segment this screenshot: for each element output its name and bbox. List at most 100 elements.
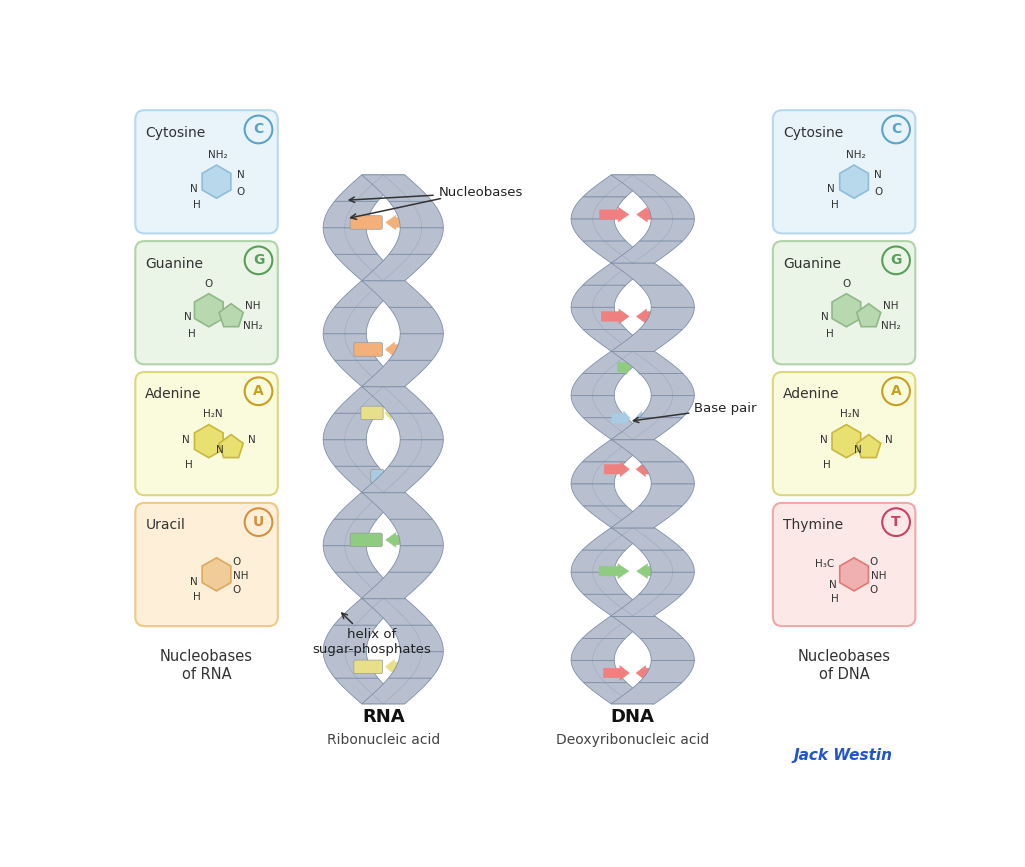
Polygon shape bbox=[390, 519, 443, 546]
Polygon shape bbox=[195, 294, 223, 327]
Polygon shape bbox=[611, 175, 683, 197]
Text: G: G bbox=[891, 253, 902, 267]
Text: N: N bbox=[216, 445, 224, 454]
Polygon shape bbox=[571, 572, 626, 595]
Polygon shape bbox=[610, 506, 682, 528]
Polygon shape bbox=[390, 307, 443, 334]
Polygon shape bbox=[832, 294, 861, 327]
Polygon shape bbox=[571, 197, 626, 219]
FancyArrow shape bbox=[385, 406, 404, 420]
FancyArrow shape bbox=[385, 342, 411, 357]
Polygon shape bbox=[571, 219, 626, 241]
Polygon shape bbox=[361, 572, 432, 599]
FancyBboxPatch shape bbox=[371, 470, 384, 483]
Polygon shape bbox=[388, 201, 443, 228]
Text: N: N bbox=[821, 312, 829, 323]
Polygon shape bbox=[335, 361, 405, 387]
Polygon shape bbox=[640, 219, 694, 241]
Polygon shape bbox=[362, 175, 433, 201]
Polygon shape bbox=[582, 264, 654, 285]
Text: N: N bbox=[874, 171, 883, 180]
Polygon shape bbox=[362, 492, 433, 519]
Polygon shape bbox=[363, 599, 433, 625]
FancyBboxPatch shape bbox=[135, 110, 278, 233]
Polygon shape bbox=[323, 652, 378, 678]
FancyBboxPatch shape bbox=[773, 503, 915, 626]
Text: T: T bbox=[892, 515, 901, 529]
Text: RNA: RNA bbox=[362, 707, 405, 726]
Text: NH₂: NH₂ bbox=[846, 150, 865, 160]
Text: Nucleobases
of RNA: Nucleobases of RNA bbox=[160, 649, 253, 681]
Text: H: H bbox=[186, 460, 193, 470]
Polygon shape bbox=[612, 440, 683, 462]
Polygon shape bbox=[640, 285, 694, 307]
FancyBboxPatch shape bbox=[351, 216, 382, 229]
Text: H: H bbox=[823, 460, 830, 470]
Polygon shape bbox=[640, 462, 694, 484]
Text: H: H bbox=[189, 329, 196, 339]
Text: H₂N: H₂N bbox=[840, 409, 860, 419]
FancyArrow shape bbox=[634, 360, 648, 375]
Polygon shape bbox=[388, 228, 443, 254]
Text: O: O bbox=[232, 557, 240, 567]
Polygon shape bbox=[323, 201, 377, 228]
Polygon shape bbox=[611, 418, 683, 440]
Circle shape bbox=[245, 246, 273, 274]
Polygon shape bbox=[641, 638, 694, 661]
Polygon shape bbox=[610, 595, 682, 616]
Text: N: N bbox=[854, 445, 862, 454]
Polygon shape bbox=[640, 307, 694, 329]
Text: O: O bbox=[869, 584, 877, 595]
FancyBboxPatch shape bbox=[773, 110, 915, 233]
Text: N: N bbox=[237, 171, 245, 180]
Text: Nucleobases
of DNA: Nucleobases of DNA bbox=[797, 649, 891, 681]
Polygon shape bbox=[323, 334, 378, 361]
Text: O: O bbox=[232, 584, 240, 595]
FancyBboxPatch shape bbox=[135, 503, 278, 626]
Polygon shape bbox=[362, 387, 433, 414]
Text: Thymine: Thymine bbox=[783, 518, 843, 532]
FancyBboxPatch shape bbox=[135, 372, 278, 495]
Polygon shape bbox=[362, 254, 432, 281]
FancyArrow shape bbox=[637, 666, 662, 681]
Text: Adenine: Adenine bbox=[146, 388, 202, 401]
Text: N: N bbox=[829, 580, 836, 590]
FancyBboxPatch shape bbox=[135, 241, 278, 364]
Polygon shape bbox=[323, 440, 378, 466]
Polygon shape bbox=[571, 638, 625, 661]
Text: Nucleobases: Nucleobases bbox=[350, 186, 523, 202]
Text: NH: NH bbox=[245, 302, 260, 311]
Polygon shape bbox=[219, 303, 243, 327]
Text: O: O bbox=[237, 187, 245, 198]
Polygon shape bbox=[361, 466, 432, 492]
Polygon shape bbox=[583, 241, 655, 264]
Polygon shape bbox=[583, 175, 654, 197]
Text: O: O bbox=[874, 187, 883, 198]
Polygon shape bbox=[323, 546, 378, 572]
Text: O: O bbox=[843, 278, 851, 289]
Polygon shape bbox=[611, 682, 682, 704]
Polygon shape bbox=[334, 281, 405, 307]
Polygon shape bbox=[334, 175, 405, 201]
Text: NH: NH bbox=[883, 302, 898, 311]
Polygon shape bbox=[390, 625, 443, 652]
Polygon shape bbox=[388, 546, 443, 572]
Polygon shape bbox=[583, 595, 655, 616]
Text: Adenine: Adenine bbox=[783, 388, 839, 401]
FancyArrow shape bbox=[637, 564, 666, 578]
FancyBboxPatch shape bbox=[773, 372, 915, 495]
Text: N: N bbox=[182, 434, 190, 445]
Polygon shape bbox=[571, 307, 626, 329]
FancyArrow shape bbox=[636, 411, 654, 426]
Polygon shape bbox=[362, 678, 432, 704]
FancyArrow shape bbox=[384, 469, 395, 484]
Text: N: N bbox=[248, 434, 255, 445]
Polygon shape bbox=[571, 484, 626, 506]
FancyBboxPatch shape bbox=[354, 342, 382, 356]
Polygon shape bbox=[612, 351, 683, 374]
Polygon shape bbox=[202, 165, 231, 199]
Text: Guanine: Guanine bbox=[146, 257, 203, 271]
Polygon shape bbox=[571, 462, 625, 484]
FancyArrow shape bbox=[637, 462, 661, 477]
Text: H₂N: H₂N bbox=[203, 409, 222, 419]
